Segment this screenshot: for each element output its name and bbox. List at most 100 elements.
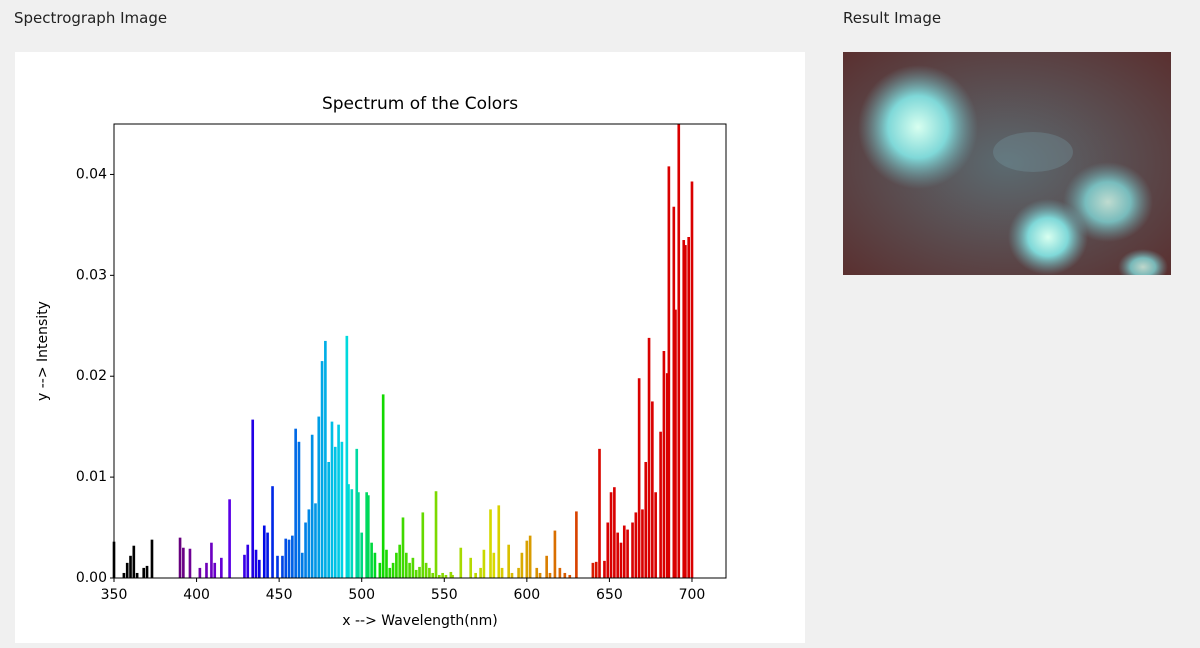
bar <box>517 567 520 578</box>
axes-frame <box>113 123 727 579</box>
bar <box>330 421 334 578</box>
bar <box>654 492 657 578</box>
bar <box>188 548 192 578</box>
bar <box>616 532 619 578</box>
bar <box>411 557 415 578</box>
bar <box>404 552 408 578</box>
x-tick-label: 500 <box>348 587 375 603</box>
bar <box>198 567 202 578</box>
bar <box>142 567 146 578</box>
bar <box>317 416 321 578</box>
bar <box>492 552 496 578</box>
bar <box>431 572 435 578</box>
x-tick-label: 600 <box>513 587 540 603</box>
bar <box>347 484 350 578</box>
bar <box>575 511 578 578</box>
y-tick-label: 0.03 <box>76 267 107 283</box>
bar <box>304 522 307 578</box>
bar <box>395 552 398 578</box>
bar <box>634 512 638 578</box>
bar <box>378 562 382 578</box>
bar <box>132 545 136 578</box>
bar <box>135 572 139 578</box>
bar <box>489 509 492 578</box>
bar <box>441 572 444 578</box>
bar <box>324 340 327 578</box>
bar <box>474 572 477 578</box>
bar <box>254 549 258 578</box>
bar <box>385 549 388 578</box>
bar <box>414 569 418 578</box>
x-tick-label: 400 <box>183 587 210 603</box>
bar <box>424 562 428 578</box>
bar <box>314 503 317 578</box>
bar <box>659 431 662 578</box>
bar <box>357 492 360 578</box>
bar <box>444 574 448 578</box>
bar <box>482 549 486 578</box>
y-axis-label: y --> Intensity <box>35 301 51 401</box>
bar <box>307 509 311 578</box>
bar <box>333 446 337 578</box>
bar <box>258 559 261 578</box>
bar <box>479 567 482 578</box>
x-tick-label: 450 <box>266 587 293 603</box>
bar <box>548 572 552 578</box>
bar <box>251 419 255 578</box>
bar <box>451 574 454 578</box>
bar <box>122 572 126 578</box>
bar <box>631 522 634 578</box>
bar <box>418 566 421 578</box>
x-tick-label: 550 <box>431 587 458 603</box>
bar <box>388 567 392 578</box>
bar <box>284 538 288 578</box>
bar <box>213 562 217 578</box>
bar <box>682 240 686 578</box>
bar <box>365 492 368 578</box>
bar <box>150 539 154 578</box>
bar <box>500 567 504 578</box>
bar <box>360 532 364 578</box>
bar <box>449 571 453 578</box>
bar <box>591 562 595 578</box>
bar <box>350 489 354 578</box>
bar <box>243 554 246 578</box>
bar <box>469 557 473 578</box>
bar <box>622 525 626 578</box>
bar <box>281 555 284 578</box>
bar <box>507 544 510 578</box>
bar <box>125 562 129 578</box>
bar <box>340 441 344 578</box>
bar <box>687 236 690 579</box>
y-tick-label: 0.01 <box>76 469 107 485</box>
bar <box>665 373 669 578</box>
bar <box>609 492 613 578</box>
bar <box>205 562 208 578</box>
bar <box>558 567 562 578</box>
bar <box>603 560 606 578</box>
result-image <box>843 52 1171 275</box>
bar <box>459 547 463 578</box>
bar <box>294 428 297 578</box>
bar <box>525 540 529 578</box>
bar <box>637 378 641 578</box>
bar <box>337 424 340 578</box>
bar <box>276 555 279 578</box>
bar <box>182 547 185 578</box>
bar <box>401 517 405 578</box>
bar <box>428 567 431 578</box>
x-axis-label: x --> Wavelength(nm) <box>342 613 498 629</box>
bar <box>391 562 395 578</box>
y-tick-label: 0.04 <box>76 166 107 182</box>
x-tick-label: 350 <box>101 587 128 603</box>
bar <box>408 562 411 578</box>
bar <box>662 351 666 578</box>
right-label: Result Image <box>843 9 942 27</box>
bar <box>434 491 438 578</box>
bar <box>210 542 213 578</box>
bar <box>327 461 330 578</box>
bar <box>345 335 349 578</box>
bar <box>178 537 182 578</box>
bar <box>370 542 373 578</box>
